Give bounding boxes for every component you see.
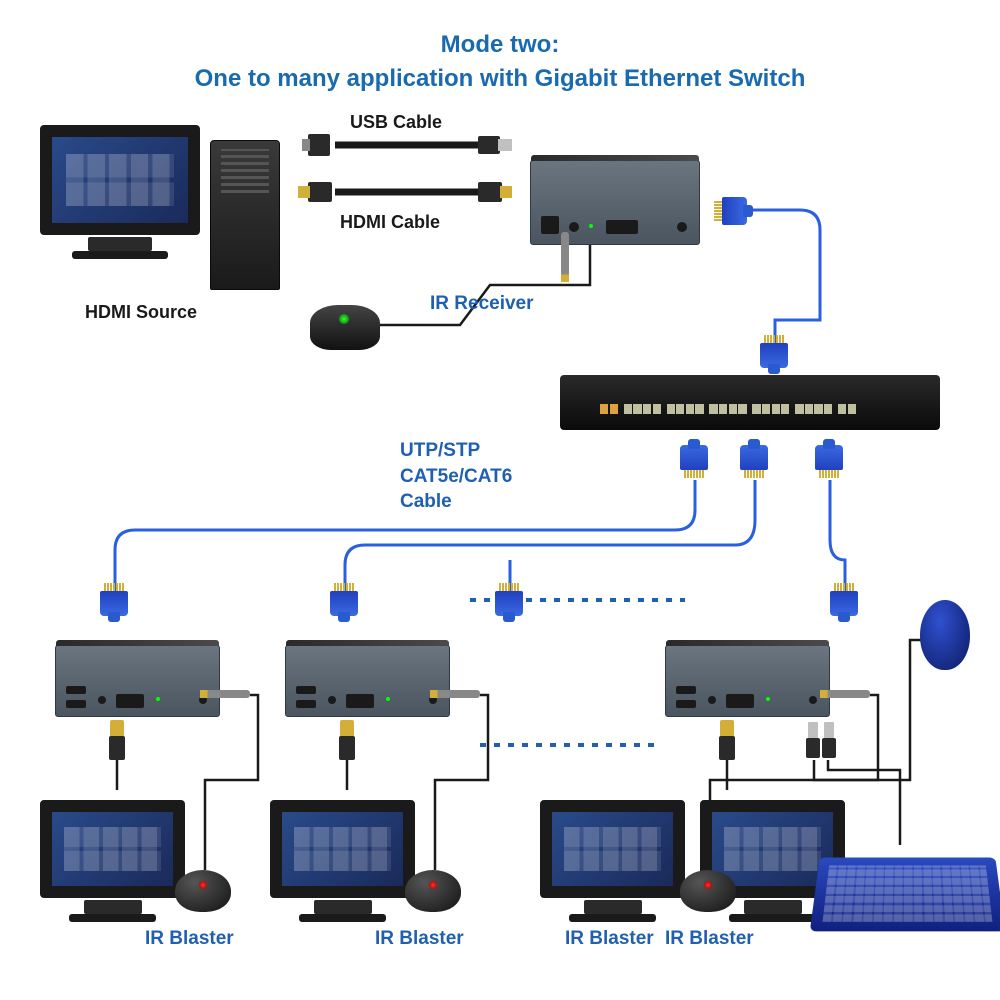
title-line2: One to many application with Gigabit Eth…	[195, 65, 806, 92]
ir-blaster	[405, 870, 461, 912]
rj45-connector	[740, 445, 768, 481]
label-ir-blaster-3: IR Blaster	[565, 928, 654, 950]
title-line1: Mode two:	[441, 31, 560, 58]
rx-extender	[55, 645, 220, 717]
rj45-connector	[495, 580, 523, 616]
thin-wires	[117, 245, 945, 870]
rx-monitor	[40, 800, 185, 922]
rj45-connector	[330, 580, 358, 616]
audio-jack	[820, 690, 870, 698]
mouse	[920, 600, 970, 670]
rj45-connector	[760, 332, 788, 368]
label-ir-receiver: IR Receiver	[430, 293, 534, 315]
label-hdmi-cable: HDMI Cable	[340, 212, 440, 233]
ir-receiver	[310, 305, 380, 350]
ir-blaster	[175, 870, 231, 912]
rj45-connector	[830, 580, 858, 616]
label-ir-blaster-2: IR Blaster	[375, 928, 464, 950]
rj45-connector	[711, 197, 747, 225]
diagram-title: Mode two: One to many application with G…	[150, 28, 850, 95]
rj45-connector	[100, 580, 128, 616]
label-hdmi-source: HDMI Source	[85, 302, 197, 323]
rj45-connector	[815, 445, 843, 481]
pc-tower	[210, 140, 280, 290]
dotted-continuation	[470, 600, 685, 745]
rx-extender	[285, 645, 450, 717]
hdmi-cable-top	[298, 182, 512, 202]
label-utp-stp: UTP/STP CAT5e/CAT6 Cable	[400, 438, 512, 515]
hdmi-plug	[110, 720, 124, 760]
source-monitor	[40, 125, 200, 259]
rj45-connector	[680, 445, 708, 481]
keyboard	[810, 858, 1000, 932]
tx-extender	[530, 160, 700, 245]
audio-jack	[561, 232, 569, 282]
usb-plug	[824, 722, 834, 758]
label-ir-blaster-1: IR Blaster	[145, 928, 234, 950]
audio-jack	[200, 690, 250, 698]
usb-cable-top	[302, 134, 512, 156]
label-ir-blaster-4: IR Blaster	[665, 928, 754, 950]
ir-blaster	[680, 870, 736, 912]
ethernet-switch	[560, 375, 940, 430]
rx-monitor	[540, 800, 685, 922]
audio-jack	[430, 690, 480, 698]
label-usb-cable: USB Cable	[350, 112, 442, 133]
rx-monitor	[270, 800, 415, 922]
rx-extender	[665, 645, 830, 717]
hdmi-plug	[720, 720, 734, 760]
hdmi-plug	[340, 720, 354, 760]
usb-plug	[808, 722, 818, 758]
